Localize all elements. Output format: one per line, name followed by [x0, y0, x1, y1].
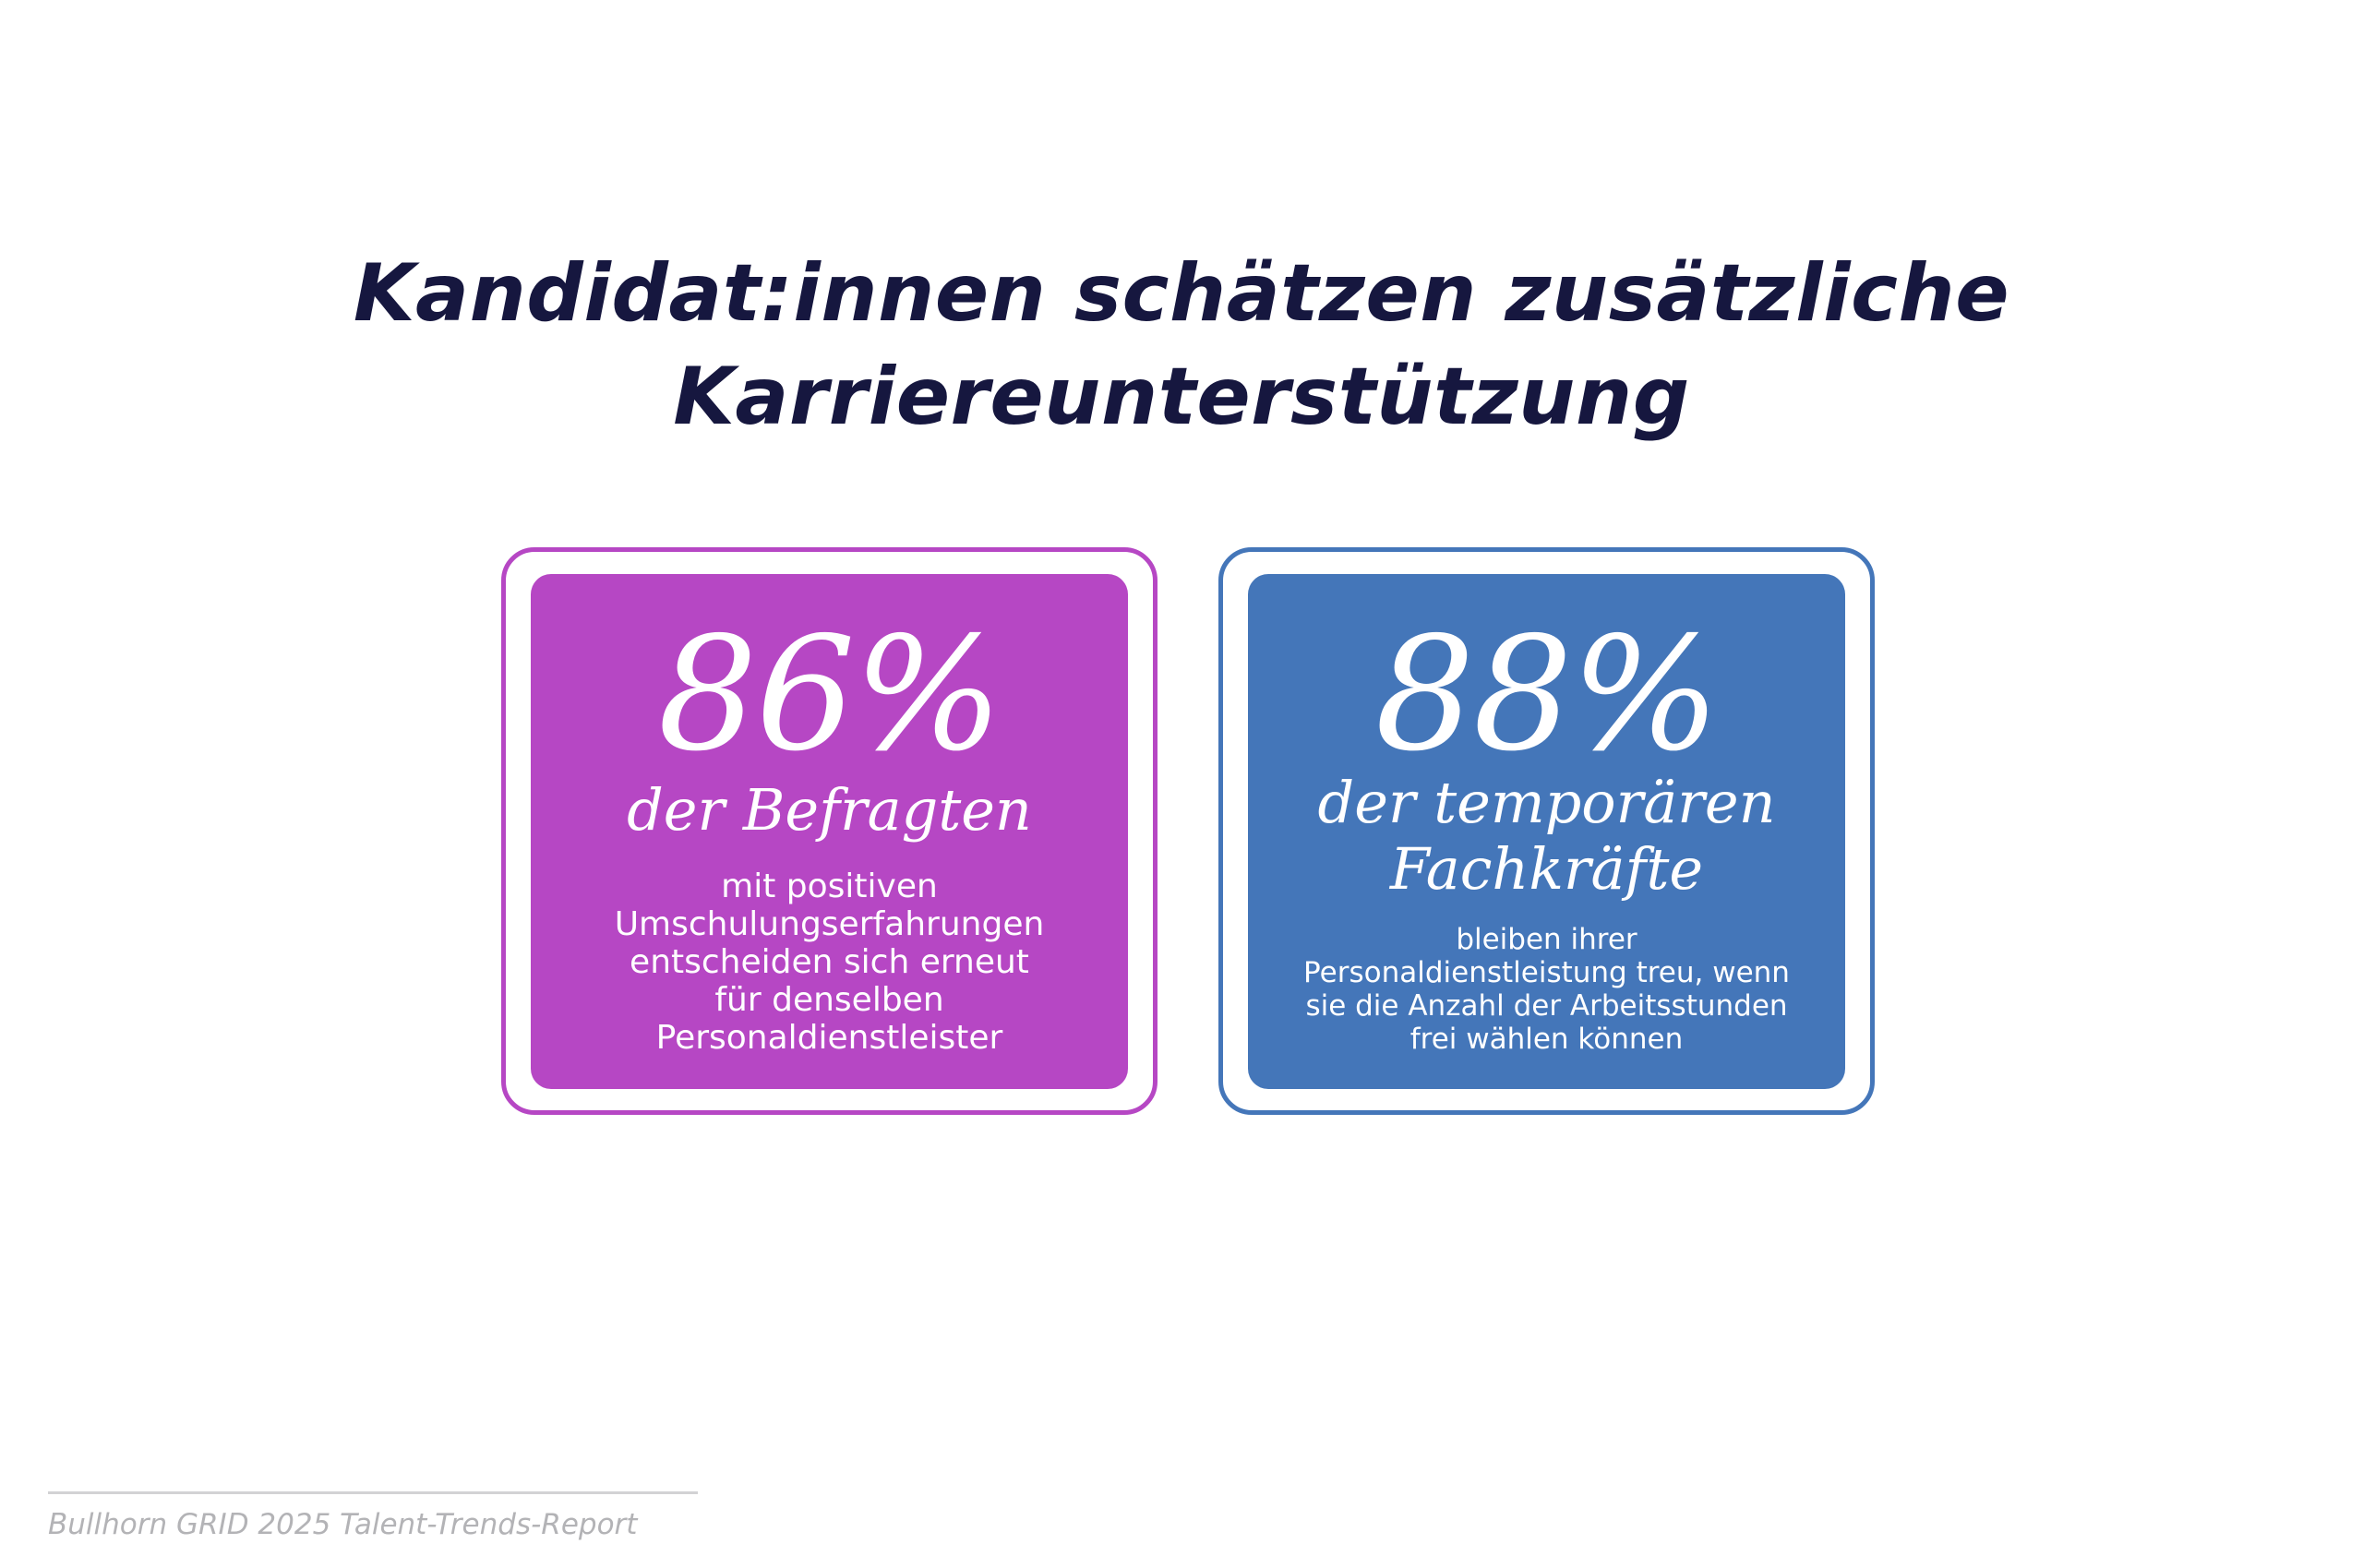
- stat-description-line: sie die Anzahl der Arbeitsstunden: [1305, 989, 1788, 1023]
- stat-subject-line: der Befragten: [627, 776, 1032, 844]
- stat-description: mit positiven Umschulungserfahrungen ent…: [531, 868, 1128, 1057]
- stat-percent: 86%: [657, 604, 1003, 786]
- stat-description-line: Personaldienstleistung treu, wenn: [1303, 956, 1790, 989]
- stat-card-flexible-hours: 88% der temporären Fachkräfte bleiben ih…: [1218, 547, 1875, 1115]
- page-title-line-1: Kandidat:innen schätzen zusätzliche: [353, 247, 2010, 340]
- stat-card-retraining: 86% der Befragten mit positiven Umschulu…: [501, 547, 1158, 1115]
- stat-subject: der Befragten: [531, 777, 1128, 844]
- stat-description-line: für denselben: [714, 981, 944, 1019]
- stat-card-retraining-panel: 86% der Befragten mit positiven Umschulu…: [531, 574, 1128, 1089]
- stat-description-line: mit positiven: [721, 868, 938, 905]
- stat-description-line: Umschulungserfahrungen: [614, 905, 1045, 943]
- stat-subject: der temporären Fachkräfte: [1248, 770, 1845, 903]
- page-title: Kandidat:innen schätzen zusätzliche Karr…: [0, 242, 2363, 449]
- page-title-line-2: Karriereunterstützung: [673, 351, 1690, 443]
- stat-description-line: frei wählen können: [1409, 1023, 1684, 1056]
- stat-subject-line: der temporären: [1317, 769, 1776, 836]
- stat-description-line: Personaldienstleister: [655, 1019, 1003, 1057]
- footer-source: Bullhorn GRID 2025 Talent-Trends-Report: [48, 1508, 638, 1541]
- stat-card-flexible-hours-panel: 88% der temporären Fachkräfte bleiben ih…: [1248, 574, 1845, 1089]
- stat-percent: 88%: [1374, 604, 1721, 786]
- stat-description: bleiben ihrer Personaldienstleistung tre…: [1248, 923, 1845, 1056]
- stat-description-line: bleiben ihrer: [1456, 923, 1637, 956]
- stat-subject-line: Fachkräfte: [1389, 835, 1704, 903]
- stat-description-line: entscheiden sich erneut: [630, 943, 1029, 981]
- footer-divider: [48, 1491, 698, 1494]
